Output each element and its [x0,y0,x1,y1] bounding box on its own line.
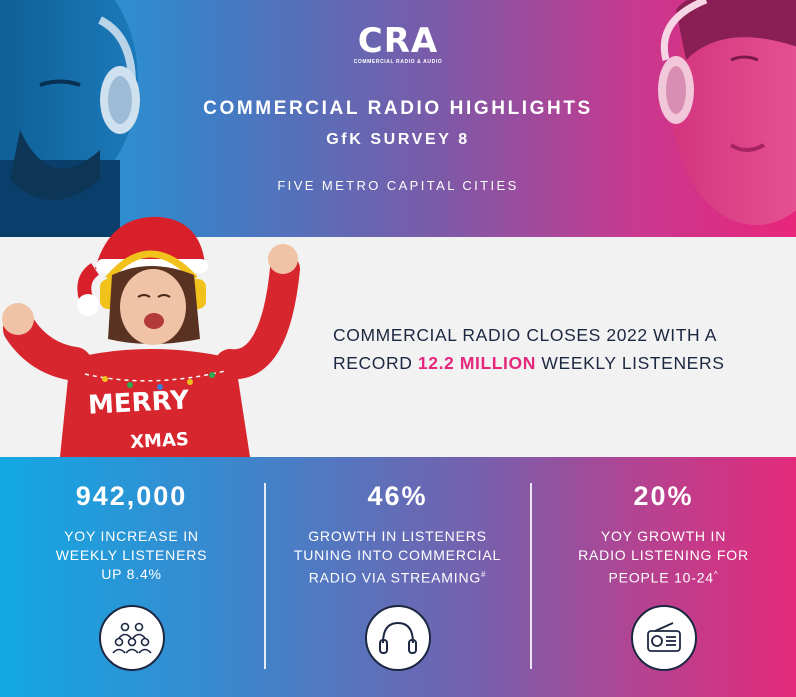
logo-subtitle: COMMERCIAL RADIO & AUDIO [353,59,443,65]
man-with-headphones-photo [0,0,140,237]
stat-value: 46% [367,481,428,511]
stat-footnote-mark: ^ [713,570,719,579]
cra-logo: CRA COMMERCIAL RADIO & AUDIO [0,24,796,65]
stat-description: YOY GROWTH IN RADIO LISTENING FOR PEOPLE… [532,527,795,588]
woman-with-headphones-photo [658,0,796,225]
headline-highlight: 12.2 MILLION [417,353,536,373]
headline-part1: COMMERCIAL RADIO CLOSES 2022 WITH A RECO… [333,325,717,373]
sweater-text-xmas: XMAS [130,429,190,453]
sweater-text-merry: MERRY [87,385,191,420]
people-group-icon [98,605,165,671]
stat-description-text: GROWTH IN LISTENERS TUNING INTO COMMERCI… [293,528,502,586]
headline-band: MERRY XMAS COMMERCIAL RADIO CLOSES 2022 … [0,216,796,457]
stat-description: YOY INCREASE IN WEEKLY LISTENERS UP 8.4% [55,528,208,582]
stat-youth-listening: 20% YOY GROWTH IN RADIO LISTENING FOR PE… [532,457,795,697]
logo-wordmark: CRA [357,21,439,61]
headline-part2: WEEKLY LISTENERS [535,353,725,373]
region-label: FIVE METRO CAPITAL CITIES [277,178,519,193]
stats-band: 942,000 YOY INCREASE IN WEEKLY LISTENERS… [0,457,796,697]
survey-subtitle: GfK SURVEY 8 [326,131,470,148]
stat-divider [264,483,266,669]
stat-description: GROWTH IN LISTENERS TUNING INTO COMMERCI… [266,527,529,588]
headline-text: COMMERCIAL RADIO CLOSES 2022 WITH A RECO… [333,321,773,377]
stat-streaming-growth: 46% GROWTH IN LISTENERS TUNING INTO COMM… [266,457,529,697]
stat-description-text: YOY GROWTH IN RADIO LISTENING FOR PEOPLE… [578,528,749,586]
page-title: COMMERCIAL RADIO HIGHLIGHTS [203,98,593,119]
radio-icon [630,605,697,671]
stat-weekly-listeners: 942,000 YOY INCREASE IN WEEKLY LISTENERS… [0,457,263,697]
woman-in-christmas-sweater-photo: MERRY XMAS [2,216,300,457]
header-banner: CRA COMMERCIAL RADIO & AUDIO COMMERCIAL … [0,0,796,237]
stat-value: 20% [633,481,694,511]
stat-divider [530,483,532,669]
stat-value: 942,000 [75,481,188,511]
stat-footnote-mark: # [481,570,487,579]
headphones-icon [364,605,431,671]
